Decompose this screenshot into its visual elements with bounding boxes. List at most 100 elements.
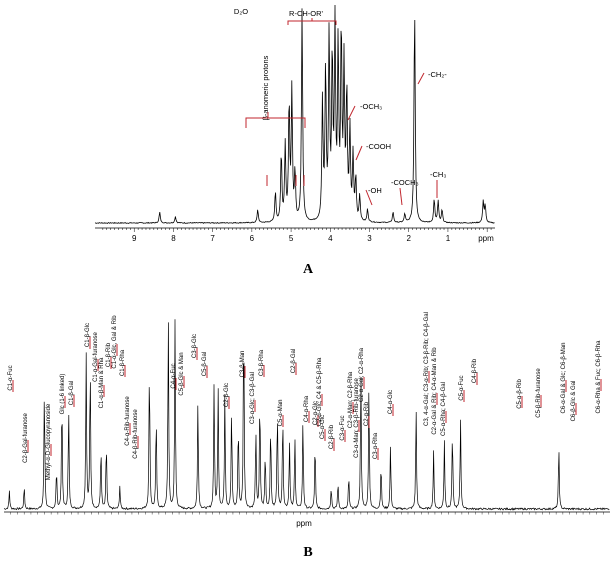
panel-b-annotation-label: C1-β-Glc [85,323,91,347]
panel-a-xlabel: ppm [478,234,494,243]
panel-b-annotation: C3-α-Glc; C3-β-Gal [250,372,256,424]
panel-b-annotation: C3-β-Glc [192,334,198,360]
panel-b-annotation: C2-α-Gal; C2-α-Rha [359,347,365,402]
panel-b-annotation: C4-β-Rib-furanose [133,409,139,459]
panel-b-annotation-label: C1-α-Glc, Gal & Rib [112,315,118,369]
panel-b-spectrum: ppm C1-α-Fuc C2-β-Gal-furanose Methyl-α-D-… [3,312,610,560]
panel-b-annotation-label: C2-β-Rib [329,424,335,449]
panel-a-annotation-label: R-CH-OR' [289,9,323,18]
panel-b-annotation: C5-α-Rha; C4-β-Gal [441,382,447,436]
panel-b-annotation: C1-α-β-Man & Rha [99,357,105,408]
panel-b-annotation: C3-α-Fuc [340,415,346,442]
panel-b-annotation-label: C3-α-Man; C3-β-Rib-furanose [354,378,360,458]
panel-b-annotation-label: C1-β-Rha [120,349,126,376]
panel-a-annotation-label: D₂O [234,7,248,16]
panel-a-annotation-label: -COCH₃ [391,178,419,187]
panel-b-annotation: C2-α-Glc [313,401,319,427]
panel-a-annotation: -OCH₃ [347,102,382,121]
panel-b-label: B [303,545,312,560]
panel-b-annotation: C5-β-Glc & Man [179,352,185,395]
panel-b-annotation: C1-α-Glc, Gal & Rib [112,315,118,369]
panel-b-annotation-label: C2-α-Man; C2-β-Rha [348,371,354,428]
panel-a-annotation-line [399,187,403,206]
panel-b-annotation: C1-β-Glc [85,323,91,349]
panel-b-annotation: C4-α-Fuc [171,363,177,390]
panel-b-annotation: C1-β-Rib [106,342,112,369]
panel-b-annotation: C4-α-Rha [304,395,310,423]
panel-b-annotation: C4-β-Rib [472,358,478,385]
panel-b-annotation-label: C4-α-Rha [304,395,310,422]
panel-b-annotation-label: C2-α-Glc; C4 & C5-β-Rha [317,357,323,426]
panel-a-tick-label: 7 [210,234,215,243]
panel-b-annotation-label: C1-β-Rib [106,342,112,367]
panel-b-annotation: C2-α-Glc; C4 & C5-β-Rha [317,357,323,426]
panel-a-annotation-label: -CH₂- [428,70,447,79]
panel-b-annotation: C5-α-Glc [320,415,326,441]
panel-b-annotation-label: C2-α-Gal & Rib; C4-α-Man & Rib [432,347,438,435]
panel-b-annotation-label: C5-β-Gal [202,352,208,376]
panel-b-annotation-label: C6-α-Gal & Glc; C6-β-Man [561,343,567,414]
panel-b-annotation: C3-α-Man; C3-β-Rib-furanose [354,378,360,458]
panel-a-annotation-line [365,189,373,206]
panel-b-annotation: C5-α-β-Rib [517,379,523,409]
panel-a-annotation: -CH₃ [430,170,446,198]
panel-a-tick-label: 3 [367,234,372,243]
panel-b-annotation-label: C4-β-Rib [472,358,478,383]
panel-b-annotation: C3-β-Man [240,351,246,378]
panel-b-annotation-label: C2-β-Gal [291,349,297,373]
panel-a-annotation: -COCH₃ [391,178,419,206]
panel-b-annotation-label: C3-α-Rha [373,432,379,459]
panel-b-annotation-label: C3-β-Glc [192,334,198,358]
panel-a-label: A [303,262,314,277]
panel-a-annotations: D₂O R-CH-OR' β-anomeric protons -OCH₃ -COOH -… [234,7,447,206]
panel-b-annotation-label: C5-α-Fuc [459,375,465,400]
panel-a-annotation-label: β-anomeric protons [261,55,270,120]
panel-b-annotation-label: C3-β-Man [240,351,246,378]
panel-a-annotation-label: -OCH₃ [360,102,382,111]
panel-b-annotation: C1-β-Gal [69,381,75,407]
panel-b-annotation: C2-β-Gal-furanose [23,412,29,462]
panel-b-annotation-label: C5-α-Man [278,400,284,427]
panel-b-annotation: C3-α-Rha [373,432,379,460]
panel-a-annotation-line [417,72,425,85]
panel-b-annotation-label: C4-α-Glc [388,390,394,414]
panel-b-annotation-label: C4-α-Fuc [171,363,177,388]
panel-b-annotation: Glc (1-6 linked) [60,374,66,415]
panel-b-annotation: C5-β-Gal [202,352,208,378]
panel-b-annotation: C6-β-Glc & Gal [571,381,577,422]
panel-a-annotation: -CH₂- [417,70,447,85]
panel-a-tick-label: 6 [250,234,255,243]
panel-b-annotation: C2-α-Gal & Rib; C4-α-Man & Rib [432,347,438,435]
panel-a-tick-label: 5 [289,234,294,243]
panel-a-annotation-bracket [245,117,306,128]
panel-b-annotation-label: C6-β-Glc & Gal [571,381,577,422]
panel-b-annotation-label: C3-β-Rha [259,349,265,376]
panel-a-spectrum: 9 8 7 6 5 4 3 2 1 ppm D₂O R-CH-OR' β-anomeric prot… [94,4,495,277]
panel-b-annotation-label: C1-α-β-Man & Rha [99,357,105,408]
panel-a-annotation: D₂O [234,7,248,16]
panel-b-annotation: C5-β-Rib-furanose [536,368,542,418]
panel-b-annotation-label: C4-β-Rib-furanose [133,409,139,459]
panel-a-annotation-label: -COOH [366,142,391,151]
panel-b-annotation: C4-α-Glc [388,390,394,416]
panel-b-xlabel: ppm [296,519,312,528]
panel-b-annotation-label: C4-α-Rib-furanose [125,396,131,446]
panel-b-annotation: C1-β-Rha [120,349,126,377]
panel-a-tick-label: 9 [132,234,137,243]
panel-b-annotation: Methyl-α-D-Glucopyranoside [46,403,52,480]
panel-b-annotation-label: C2-β-Gal-furanose [23,412,29,462]
panel-b-annotation: C2-β-Gal [291,349,297,375]
panel-b-annotation-label: C1-α-Fuc [8,365,14,390]
panel-b-annotation: C1-α-Gal-furanose [93,331,99,381]
panel-b-annotation-label: C6-α-Rha & Fuc; C6-β-Rha [596,340,602,414]
panel-b-annotation-label: C3, 4-α-Gal; C3-α-Rib; C3-β-Rib; C4-β-Ga… [424,312,430,426]
panel-a-tick-label: 2 [406,234,411,243]
panel-b-annotation: C3-β-Rha [259,349,265,377]
panel-b-annotation-label: C5-α-Rha; C4-β-Gal [441,382,447,436]
panel-b-annotation: C5-α-Man [278,400,284,427]
panel-b-annotation: C3, 4-α-Gal; C3-α-Rib; C3-β-Rib; C4-β-Ga… [424,312,430,426]
panel-b-annotation-label: C3-α-Glc; C3-β-Gal [250,372,256,424]
panel-b-annotation-label: C5-β-Rib-furanose [536,368,542,418]
panel-a-annotation-line [355,145,363,161]
